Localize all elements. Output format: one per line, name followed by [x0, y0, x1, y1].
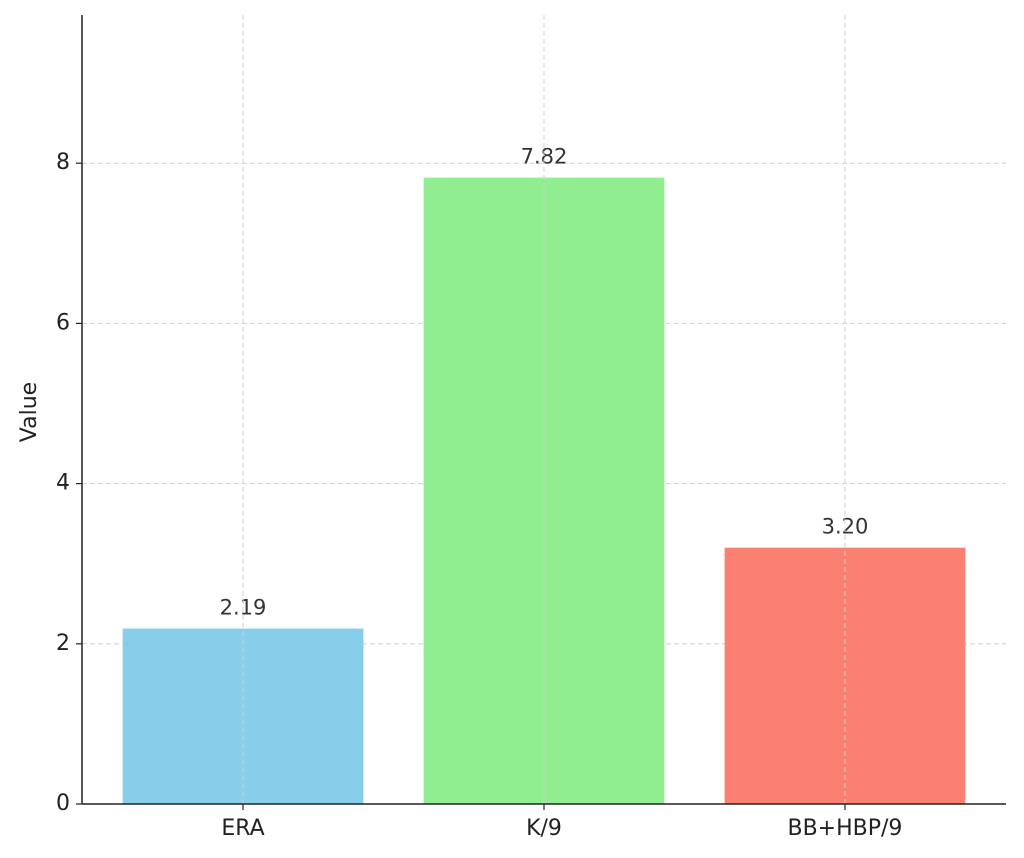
value-label: 7.82 — [521, 145, 568, 169]
x-tick-label: BB+HBP/9 — [788, 816, 903, 841]
y-tick-label: 4 — [56, 471, 70, 496]
x-tick-label: K/9 — [526, 816, 562, 841]
y-axis-label: Value — [17, 382, 42, 442]
y-tick-label: 6 — [56, 310, 70, 335]
x-tick-label: ERA — [221, 816, 264, 841]
value-label: 3.20 — [822, 515, 869, 539]
y-tick-label: 2 — [56, 631, 70, 656]
y-tick-label: 0 — [56, 791, 70, 816]
y-tick-label: 8 — [56, 150, 70, 175]
